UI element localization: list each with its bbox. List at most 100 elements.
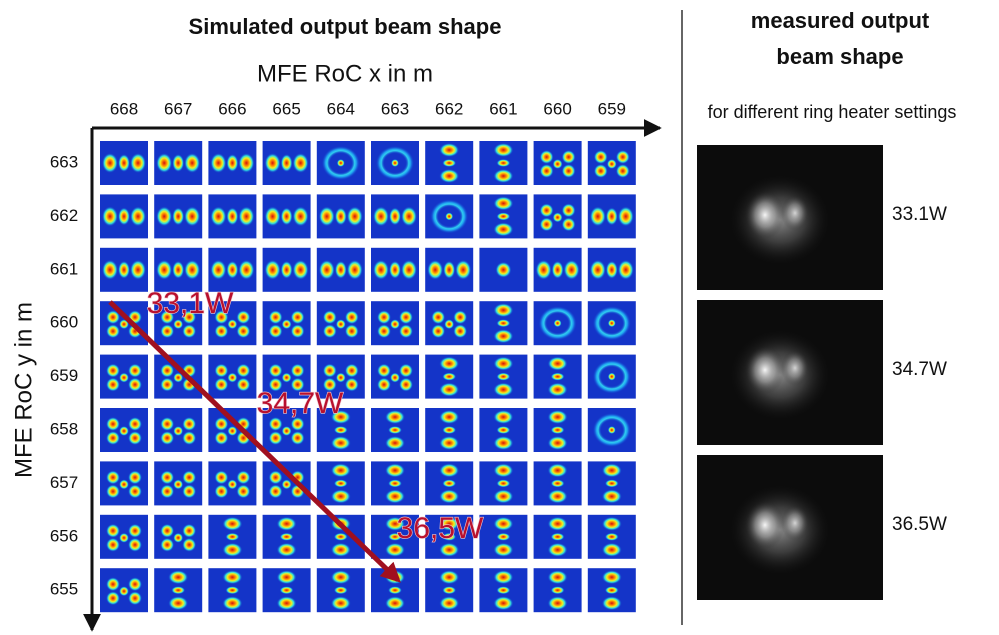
beam-lobe bbox=[106, 484, 120, 499]
beam-lobe bbox=[118, 260, 130, 279]
beam-lobe bbox=[493, 436, 514, 450]
beam-lobe bbox=[377, 324, 391, 339]
beam-lobe bbox=[226, 260, 239, 279]
beam-lobe bbox=[601, 463, 622, 478]
beam-lobe bbox=[128, 523, 142, 538]
beam-lobe bbox=[615, 164, 630, 178]
beam-lobe bbox=[373, 206, 389, 227]
y-axis-label: MFE RoC y in m bbox=[10, 302, 37, 478]
beam-lobe bbox=[279, 532, 294, 541]
beam-lobe bbox=[390, 372, 400, 383]
beam-lobe bbox=[226, 154, 239, 172]
beam-lobe bbox=[160, 363, 175, 378]
beam-lobe bbox=[605, 260, 618, 279]
beam-lobe bbox=[214, 484, 229, 499]
beam-lobe bbox=[268, 470, 283, 485]
beam-lobe bbox=[182, 324, 197, 339]
beam-lobe bbox=[539, 164, 554, 178]
beam-lobe bbox=[102, 259, 118, 280]
beam-lobe bbox=[385, 489, 405, 504]
beam-lobe bbox=[496, 212, 511, 221]
beam-lobe bbox=[547, 596, 568, 611]
annotation: 36,5W bbox=[397, 512, 484, 545]
column-label: 663 bbox=[381, 99, 409, 118]
beam-lobe bbox=[214, 363, 229, 378]
beam-lobe bbox=[493, 329, 514, 344]
beam-lobe bbox=[268, 377, 283, 392]
beam-lobe bbox=[264, 259, 281, 280]
beam-lobe bbox=[182, 470, 197, 485]
beam-lobe bbox=[118, 207, 130, 226]
beam-lobe bbox=[553, 319, 562, 328]
beam-lobe bbox=[377, 363, 391, 378]
beam-lobe bbox=[493, 196, 514, 211]
beam-lobe bbox=[550, 532, 565, 541]
beam-lobe bbox=[593, 150, 608, 164]
beam-lobe bbox=[606, 159, 617, 169]
arrow bbox=[108, 300, 401, 583]
beam-lobe bbox=[280, 154, 293, 172]
beam-lobe bbox=[156, 259, 173, 280]
beam-lobe bbox=[607, 319, 616, 328]
beam-lobe bbox=[336, 159, 345, 167]
beam-lobe bbox=[385, 516, 405, 531]
title: Simulated output beam shape bbox=[189, 14, 502, 39]
beam-lobe bbox=[330, 410, 351, 424]
beam-lobe bbox=[276, 516, 297, 531]
beam-lobe bbox=[496, 159, 511, 167]
beam-lobe bbox=[547, 382, 568, 397]
beam-lobe bbox=[268, 417, 283, 431]
beam-lobe bbox=[547, 463, 568, 478]
beam-lobe bbox=[399, 324, 413, 339]
beam-lobe bbox=[264, 153, 281, 173]
beam-lobe bbox=[322, 324, 337, 339]
beam-lobe bbox=[236, 324, 251, 339]
beam-lobe bbox=[173, 319, 184, 330]
beam-lobe bbox=[496, 532, 511, 541]
beam-lobe bbox=[227, 319, 238, 330]
beam-lobe bbox=[601, 596, 622, 611]
column-label: 660 bbox=[543, 99, 571, 118]
beam-lobe bbox=[389, 260, 401, 279]
beam-lobe bbox=[552, 159, 563, 169]
beam-lobe bbox=[182, 484, 197, 499]
beam-lobe bbox=[604, 479, 619, 488]
beam-lobe bbox=[290, 417, 305, 431]
beam-lobe bbox=[330, 596, 351, 611]
beam-lobe bbox=[184, 206, 201, 227]
beam-lobe bbox=[281, 372, 292, 383]
beam-lobe bbox=[225, 586, 240, 595]
measured-label: 34.7W bbox=[892, 359, 947, 380]
beam-lobe bbox=[547, 570, 568, 585]
beam-lobe bbox=[547, 516, 568, 531]
beam-lobe bbox=[493, 542, 514, 557]
beam-lobe bbox=[130, 259, 146, 280]
beam-lobe bbox=[617, 206, 634, 227]
beam-lobe bbox=[172, 154, 185, 172]
beam-lobe bbox=[118, 154, 130, 172]
beam-lobe bbox=[182, 417, 197, 431]
beam-lobe bbox=[290, 377, 305, 392]
beam-lobe bbox=[453, 324, 468, 339]
beam-lobe bbox=[106, 591, 120, 606]
beam-lobe bbox=[168, 570, 189, 585]
row-label: 658 bbox=[50, 419, 78, 438]
measured-label: 33.1W bbox=[892, 204, 947, 225]
beam-lobe bbox=[561, 217, 576, 232]
beam-lobe bbox=[550, 586, 565, 595]
beam-lobe bbox=[604, 586, 619, 595]
beam-lobe bbox=[607, 426, 616, 434]
beam-lobe bbox=[173, 372, 184, 383]
beam-lobe bbox=[496, 586, 511, 595]
beam-lobe bbox=[439, 436, 460, 450]
beam-lobe bbox=[290, 431, 305, 445]
beam-lobe bbox=[119, 479, 129, 490]
beam-lobe bbox=[439, 516, 460, 531]
beam-lobe bbox=[344, 377, 359, 392]
beam-lobe bbox=[539, 203, 554, 218]
beam-lobe bbox=[290, 310, 305, 325]
beam-lobe bbox=[280, 260, 293, 279]
beam-lobe bbox=[290, 363, 305, 378]
beam-lobe bbox=[214, 417, 229, 431]
beam-lobe bbox=[330, 542, 351, 557]
